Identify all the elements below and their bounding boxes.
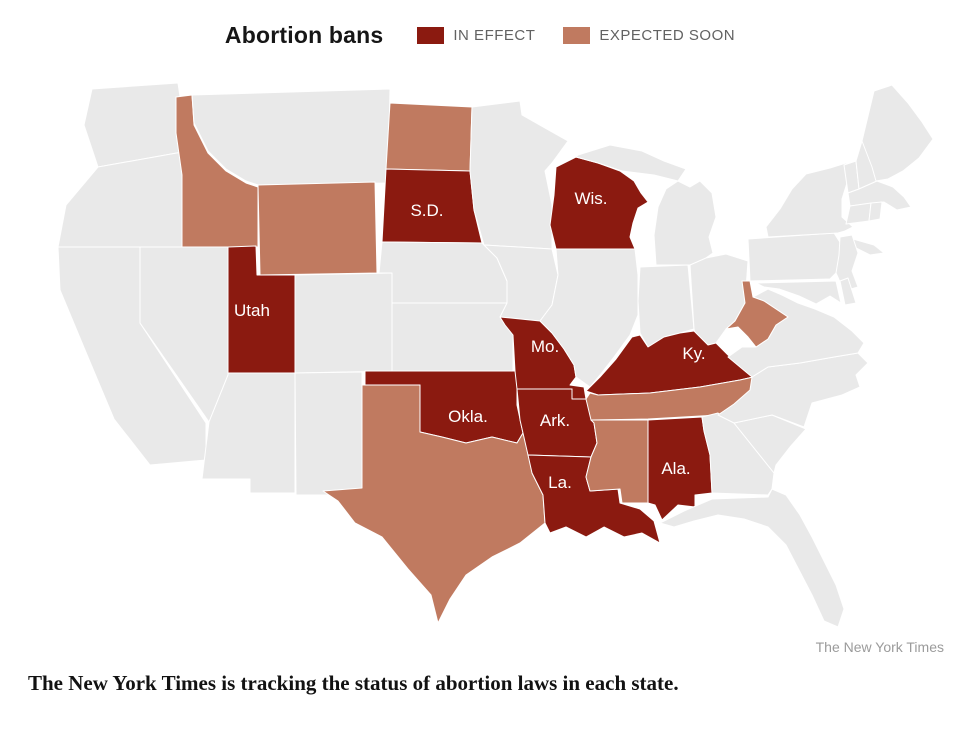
state-nm	[294, 371, 363, 496]
caption: The New York Times is tracking the statu…	[28, 671, 679, 695]
state-label-utah: Utah	[234, 301, 270, 320]
state-label-ky: Ky.	[682, 344, 705, 363]
state-sd	[381, 168, 483, 244]
state-ct	[845, 202, 872, 225]
state-nj	[835, 234, 859, 292]
legend: IN EFFECT EXPECTED SOON	[417, 27, 735, 44]
state-wv	[725, 280, 789, 348]
state-mn	[469, 100, 569, 250]
source-credit: The New York Times	[815, 639, 944, 655]
state-or	[57, 150, 189, 248]
state-oh	[689, 253, 749, 346]
state-ne	[378, 241, 508, 304]
state-label-ala: Ala.	[661, 459, 690, 478]
state-nd	[385, 102, 473, 172]
chart-title: Abortion bans	[224, 22, 384, 48]
state-me	[861, 84, 934, 182]
state-label-mo: Mo.	[531, 337, 559, 356]
state-label-la: La.	[548, 473, 572, 492]
legend-swatch-in-effect	[417, 27, 445, 44]
state-co	[294, 272, 395, 374]
state-labels-layer: S.D. Wis. Utah Mo. Okla. Ark. La. Ky. Al…	[234, 189, 706, 492]
state-md	[755, 280, 842, 305]
state-mi	[575, 144, 717, 266]
state-tx	[322, 384, 546, 624]
state-de	[839, 277, 857, 306]
state-label-sd: S.D.	[410, 201, 443, 220]
states-layer	[57, 82, 934, 628]
us-choropleth-map: S.D. Wis. Utah Mo. Okla. Ark. La. Ky. Al…	[57, 82, 934, 628]
state-ri	[868, 201, 883, 222]
state-wy	[257, 181, 378, 276]
state-ks	[391, 302, 514, 372]
state-fl	[659, 488, 845, 628]
legend-item-in-effect: IN EFFECT	[417, 27, 535, 44]
state-label-ark: Ark.	[540, 411, 570, 430]
state-label-okla: Okla.	[448, 407, 488, 426]
legend-label-expected-soon: EXPECTED SOON	[599, 27, 736, 44]
legend-label-in-effect: IN EFFECT	[453, 27, 536, 44]
legend-swatch-expected-soon	[563, 27, 591, 44]
state-pa	[747, 232, 844, 282]
chart-header: Abortion bans IN EFFECT EXPECTED SOON	[0, 0, 960, 49]
state-label-wis: Wis.	[574, 189, 607, 208]
legend-item-expected-soon: EXPECTED SOON	[563, 27, 735, 44]
